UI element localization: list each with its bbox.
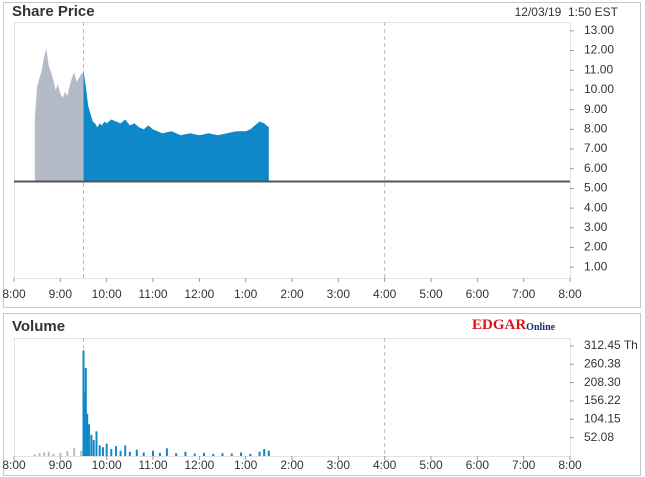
volume-bar [193,453,196,456]
x-tick-label: 11:00 [138,458,167,472]
y-tick-label: 52.08 [584,430,614,444]
y-tick-label: 11.00 [584,62,613,76]
volume-bar [114,446,117,456]
volume-bar [158,452,161,456]
timestamp: 12/03/19 1:50 EST [515,5,619,19]
y-tick-label: 260.38 [584,356,621,370]
x-tick-label: 1:00 [234,458,258,472]
x-tick-label: 7:00 [512,458,536,472]
volume-bar [230,453,233,456]
y-tick-label: 10.00 [584,82,614,96]
volume-bar [263,448,266,456]
x-tick-label: 11:00 [138,287,167,301]
logo-text: EDGAR [472,317,526,333]
logo-suffix: Online [526,322,555,333]
volume-bar [38,453,41,456]
volume-bar [88,424,91,456]
volume-bar [249,453,252,456]
x-tick-label: 8:00 [2,458,26,472]
x-tick-label: 9:00 [49,287,73,301]
x-tick-label: 8:00 [558,458,582,472]
y-tick-label: 7.00 [584,141,608,155]
y-tick-label: 13.00 [584,23,614,37]
volume-bar [142,452,145,456]
volume-bar [83,392,86,456]
y-tick-label: 6.00 [584,161,608,175]
x-tick-label: 12:00 [184,458,214,472]
volume-bar [165,448,168,456]
volume-bar [110,448,113,456]
volume-bar [52,453,55,456]
volume-bar [212,453,215,456]
volume-bar [135,449,138,456]
volume-bar [47,451,50,456]
price-area [34,48,84,182]
x-tick-label: 10:00 [92,458,122,472]
volume-bar [105,443,108,456]
volume-bar [175,453,178,456]
x-tick-label: 9:00 [49,458,73,472]
y-tick-label: 12.00 [584,43,614,57]
volume-bar [90,434,93,456]
x-tick-label: 2:00 [280,458,304,472]
y-tick-label: 312.45 Th [584,338,638,352]
volume-bar [258,451,261,456]
x-tick-label: 10:00 [92,287,122,301]
x-tick-label: 6:00 [466,458,490,472]
x-tick-label: 5:00 [419,287,443,301]
volume-bar [119,450,122,456]
price-area [83,70,269,182]
y-tick-label: 104.15 [584,411,621,425]
y-tick-label: 5.00 [584,181,608,195]
volume-bar [101,447,104,456]
volume-bar [240,452,243,456]
y-tick-label: 156.22 [584,393,621,407]
y-tick-label: 9.00 [584,102,608,116]
x-tick-label: 8:00 [558,287,582,301]
x-tick-label: 7:00 [512,287,536,301]
volume-bar [86,413,89,456]
x-tick-label: 3:00 [327,458,351,472]
volume-bar [184,451,187,456]
logo: EDGAROnline [472,317,556,333]
volume-bar [43,452,46,456]
x-tick-label: 5:00 [419,458,443,472]
volume-bar [221,453,224,456]
volume-bar [152,450,154,456]
volume-bar [124,445,127,456]
x-tick-label: 6:00 [466,287,490,301]
volume-panel [3,313,641,476]
x-tick-label: 1:00 [234,287,258,301]
volume-bar [59,452,62,456]
x-tick-label: 3:00 [327,287,351,301]
y-tick-label: 8.00 [584,121,608,135]
x-tick-label: 8:00 [2,287,26,301]
volume-bar [95,431,98,456]
y-tick-label: 1.00 [584,259,608,273]
x-tick-label: 4:00 [373,287,397,301]
x-tick-label: 2:00 [280,287,304,301]
volume-bar [84,367,87,456]
volume-bar [98,445,101,456]
x-tick-label: 4:00 [373,458,397,472]
volume-bar [202,452,205,456]
y-tick-label: 208.30 [584,375,621,389]
volume-bar [80,450,83,456]
y-tick-label: 4.00 [584,200,608,214]
x-tick-label: 12:00 [184,287,214,301]
price-title: Share Price [12,3,95,20]
volume-bar [128,451,131,456]
volume-title: Volume [12,318,65,335]
volume-bar [33,454,36,456]
volume-bar [73,448,76,456]
volume-bar [267,450,270,456]
volume-bar [92,440,95,456]
volume-bar [66,451,69,456]
y-tick-label: 2.00 [584,240,608,254]
y-tick-label: 3.00 [584,220,608,234]
